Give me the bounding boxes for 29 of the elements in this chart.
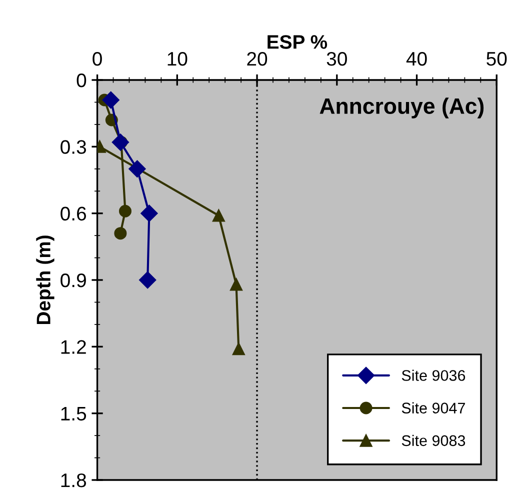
legend-label: Site 9047 bbox=[402, 402, 465, 414]
y-tick-label: 0.9 bbox=[60, 273, 86, 288]
point bbox=[102, 91, 120, 109]
y-tick-label: 1.8 bbox=[61, 473, 86, 488]
point bbox=[139, 271, 156, 289]
y-tick-label: 0 bbox=[76, 73, 86, 88]
point bbox=[128, 160, 146, 178]
x-tick-label: 50 bbox=[486, 52, 507, 66]
x-tick-label: 40 bbox=[406, 52, 427, 66]
y-tick-label: 0.6 bbox=[60, 206, 86, 221]
y-tick-label: 0.3 bbox=[60, 140, 86, 154]
legend-label: Site 9036 bbox=[402, 370, 466, 381]
y-axis-title: Depth (m) bbox=[36, 236, 54, 324]
point bbox=[114, 227, 127, 240]
y-tick-label: 1.5 bbox=[61, 407, 86, 421]
x-axis-title: ESP % bbox=[268, 35, 328, 49]
annotation: Anncrouye (Ac) bbox=[320, 98, 484, 118]
point bbox=[232, 342, 245, 356]
point bbox=[112, 134, 129, 151]
point bbox=[140, 204, 158, 222]
point bbox=[212, 209, 225, 222]
point bbox=[230, 278, 243, 291]
y-tick-label: 1.2 bbox=[61, 340, 86, 354]
x-tick-label: 0 bbox=[92, 52, 102, 66]
x-tick-label: 30 bbox=[326, 52, 347, 66]
x-tick-label: 10 bbox=[168, 52, 188, 66]
point bbox=[118, 204, 132, 218]
legend-label: Site 9083 bbox=[402, 434, 466, 446]
x-tick-label: 20 bbox=[247, 52, 268, 66]
